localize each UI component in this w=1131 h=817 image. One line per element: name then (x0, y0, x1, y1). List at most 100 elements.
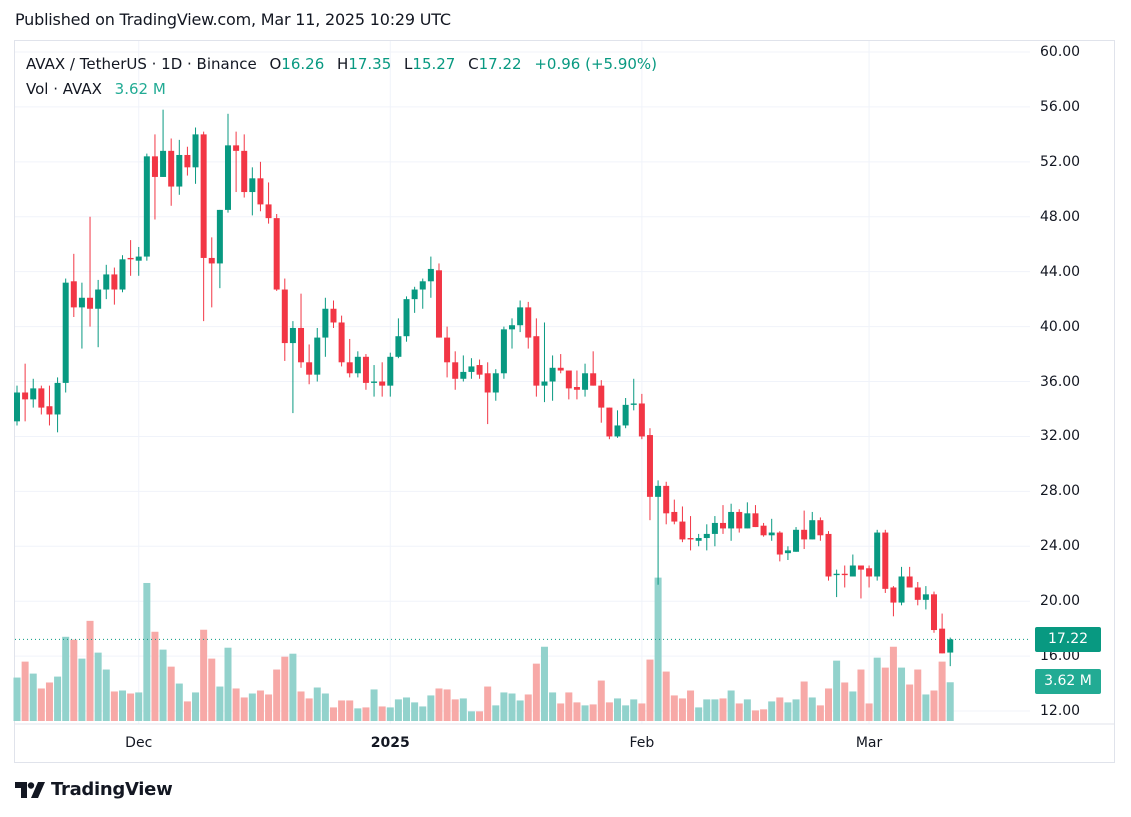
candle-body (265, 204, 272, 219)
candle-body (549, 367, 556, 382)
candle-body (646, 435, 653, 497)
volume-bar (695, 707, 703, 721)
volume-bar (305, 698, 313, 721)
volume-bar (70, 639, 78, 721)
candle-body (849, 565, 856, 577)
symbol-title[interactable]: AVAX / TetherUS · 1D · Binance (26, 55, 257, 73)
volume-bar (914, 669, 922, 721)
volume-bar (183, 701, 191, 721)
volume-bar (102, 669, 110, 721)
candle (874, 529, 881, 581)
candle-body (841, 573, 848, 576)
volume-bar (532, 663, 540, 721)
volume-bar (873, 657, 881, 721)
volume-bar (922, 694, 930, 721)
candle-body (233, 145, 240, 151)
volume-bar (898, 667, 906, 721)
volume-bar (159, 649, 167, 721)
candle (160, 109, 167, 177)
footer[interactable]: TradingView (15, 779, 173, 800)
candle-body (322, 308, 329, 338)
candle-body (509, 325, 516, 330)
candle (322, 297, 329, 357)
candle (663, 481, 670, 525)
volume-bar (281, 656, 289, 721)
candle (176, 139, 183, 195)
volume-bar (565, 692, 573, 721)
candle-body (874, 532, 881, 577)
volume-bar (784, 702, 792, 721)
volume-bar (451, 699, 459, 721)
volume-bar (232, 688, 240, 721)
candle-body (38, 388, 45, 408)
candle-body (176, 154, 183, 187)
candle-body (922, 594, 929, 600)
candle-body (784, 550, 791, 554)
candle (257, 161, 264, 212)
candle-body (387, 356, 394, 386)
open-value: 16.26 (281, 55, 325, 73)
candle (890, 586, 897, 617)
candle (565, 370, 572, 400)
volume-bar (127, 693, 135, 721)
candle (679, 506, 686, 543)
candle (793, 527, 800, 552)
candle-body (736, 511, 743, 529)
candle (638, 393, 645, 440)
candle-body (484, 373, 491, 393)
candle-body (362, 356, 369, 383)
y-tick-label: 40.00 (1040, 318, 1081, 335)
candle-body (817, 520, 824, 536)
volume-bar (459, 698, 467, 721)
volume-bar (419, 706, 427, 721)
candle (533, 318, 540, 397)
candle (606, 407, 613, 440)
volume-bar (825, 688, 832, 721)
candle (736, 509, 743, 533)
candle-body (419, 281, 426, 290)
candle (630, 378, 637, 411)
candle (744, 502, 751, 529)
volume-bar (476, 711, 484, 721)
candle-body (135, 256, 142, 261)
x-tick-label: Dec (125, 735, 153, 751)
volume-bar (29, 673, 37, 721)
candle (452, 351, 459, 390)
candle (598, 380, 605, 423)
volume-bar (394, 699, 402, 721)
volume-bar (654, 577, 662, 721)
candle-body (525, 307, 532, 338)
candle (38, 385, 45, 415)
candle-body (809, 520, 816, 540)
candle-body (346, 362, 353, 374)
volume-bar (605, 702, 613, 721)
candle-body (711, 522, 718, 534)
candle-body (517, 307, 524, 326)
volume-bar (881, 667, 889, 721)
candle-body (216, 209, 223, 264)
candle-body (533, 336, 540, 386)
candle (119, 255, 126, 293)
candle-body (468, 366, 475, 372)
volume-bar (622, 705, 630, 721)
volume-bar (297, 691, 305, 721)
y-tick-label: 48.00 (1040, 208, 1081, 225)
candle (939, 613, 946, 654)
candle-body (720, 522, 727, 529)
volume-bar (581, 705, 589, 721)
candle (103, 264, 110, 300)
volume-title[interactable]: Vol · AVAX (26, 80, 102, 98)
volume-bar (289, 653, 297, 721)
volume-bar (313, 687, 321, 721)
candle (200, 131, 207, 322)
volume-bar (151, 631, 159, 721)
candle-body (695, 538, 702, 541)
candle (46, 385, 53, 426)
volume-bar (549, 692, 557, 721)
candle-body (914, 587, 921, 600)
candle (330, 300, 337, 328)
volume-bar (492, 705, 500, 721)
volume-bar (508, 693, 516, 721)
low-label: L (404, 55, 413, 73)
